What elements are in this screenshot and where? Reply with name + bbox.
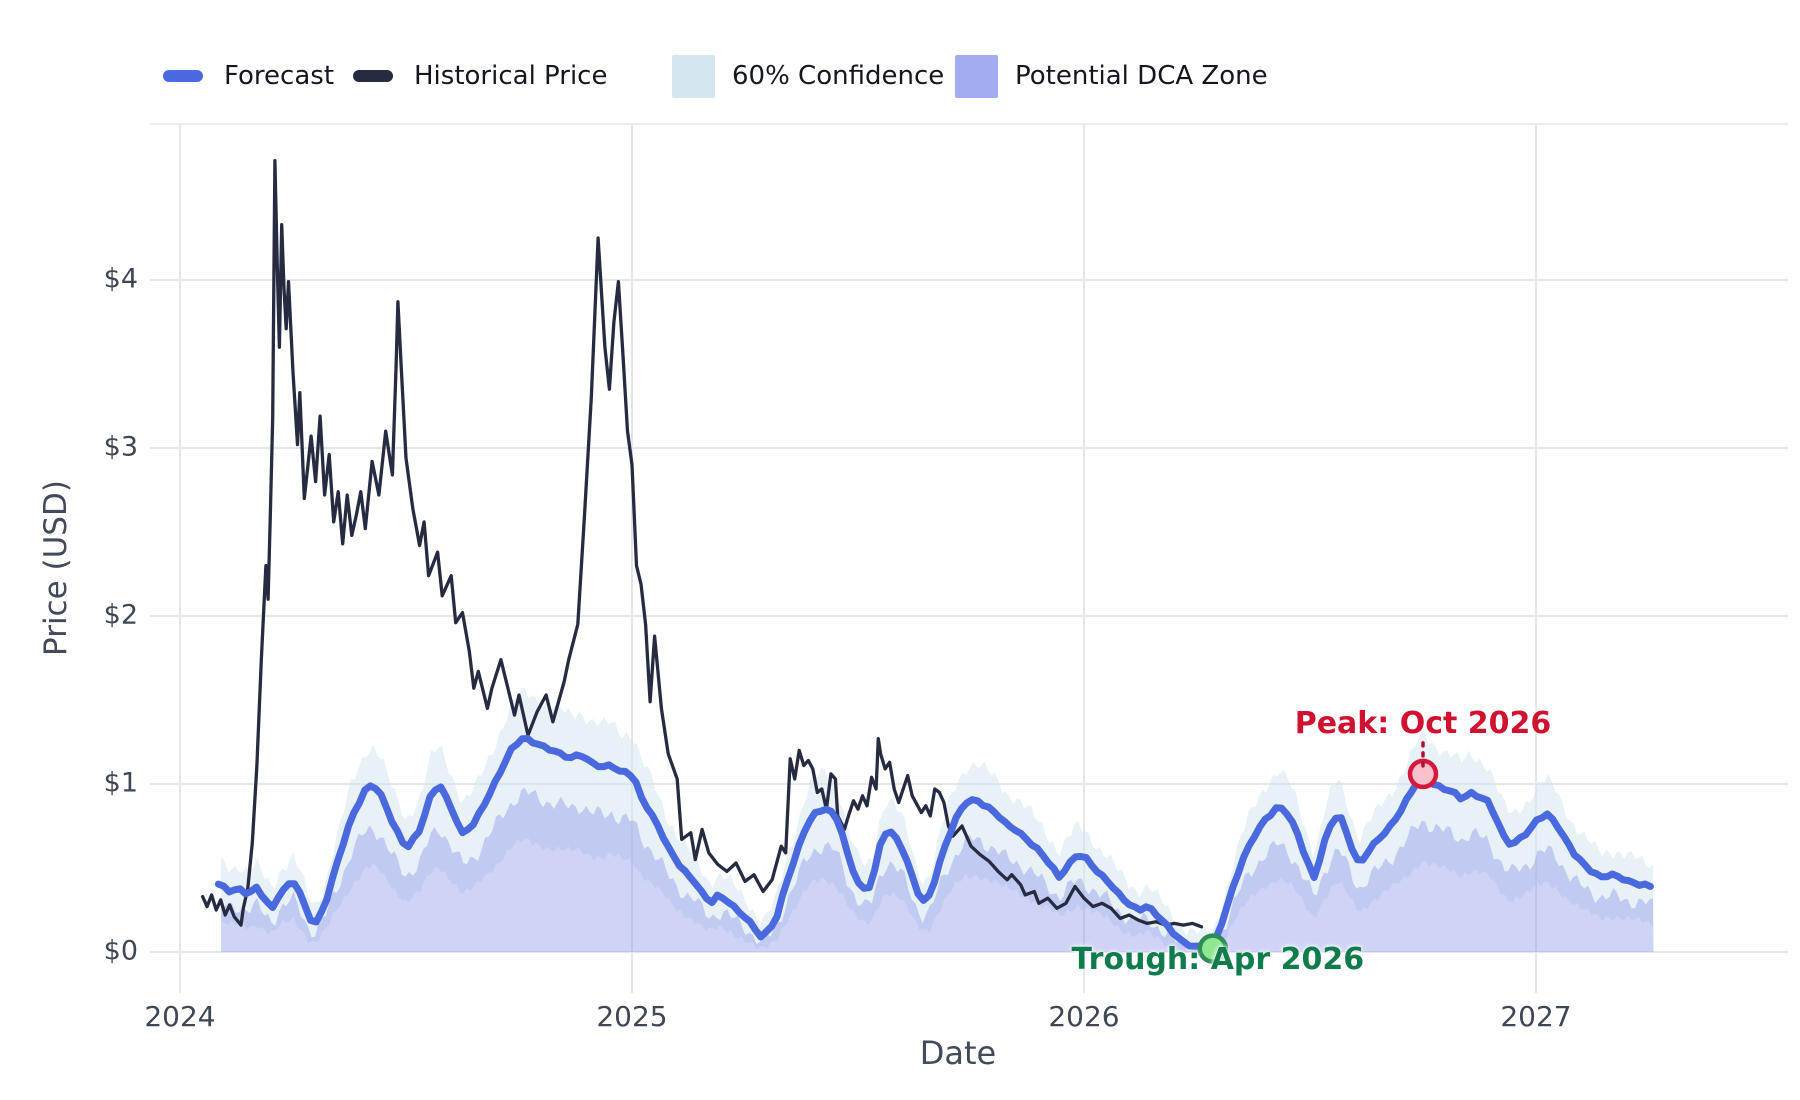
y-tick-label: $2	[103, 599, 138, 631]
y-tick-label: $4	[103, 263, 138, 295]
y-tick-label: $0	[103, 935, 138, 967]
forecast-line	[214, 735, 1654, 952]
x-tick-label: 2027	[1500, 1000, 1572, 1033]
x-tick-label: 2024	[144, 1000, 216, 1033]
confidence-patch-icon	[672, 54, 715, 98]
peak-marker	[1407, 758, 1439, 790]
legend-item-historical: Historical Price	[353, 52, 607, 100]
legend-label: Forecast	[224, 61, 335, 91]
x-tick-label: 2026	[1048, 1000, 1120, 1033]
historical-price-line	[200, 159, 1204, 929]
peak-annotation-label: Peak: Oct 2026	[1294, 705, 1552, 741]
legend-item-dca-zone: Potential DCA Zone	[955, 52, 1268, 100]
legend-label: Potential DCA Zone	[1015, 61, 1268, 91]
forecast-line-swatch-icon	[163, 70, 203, 82]
dca-zone-band	[221, 787, 1654, 952]
historical-line-swatch-icon	[353, 70, 393, 82]
y-tick-label: $3	[103, 431, 138, 463]
trough-marker	[1197, 933, 1229, 964]
trough-annotation-label: Trough: Apr 2026	[1071, 941, 1365, 977]
x-axis-title: Date	[919, 1034, 997, 1072]
dca-zone-patch-icon	[955, 54, 998, 98]
legend-item-confidence: 60% Confidence	[672, 52, 944, 100]
legend-label: Historical Price	[414, 61, 608, 91]
legend-item-forecast: Forecast	[163, 52, 334, 100]
legend-label: 60% Confidence	[732, 61, 945, 91]
x-tick-label: 2025	[596, 1000, 668, 1033]
y-tick-label: $1	[103, 767, 138, 799]
y-axis-title: Price (USD)	[38, 480, 74, 656]
